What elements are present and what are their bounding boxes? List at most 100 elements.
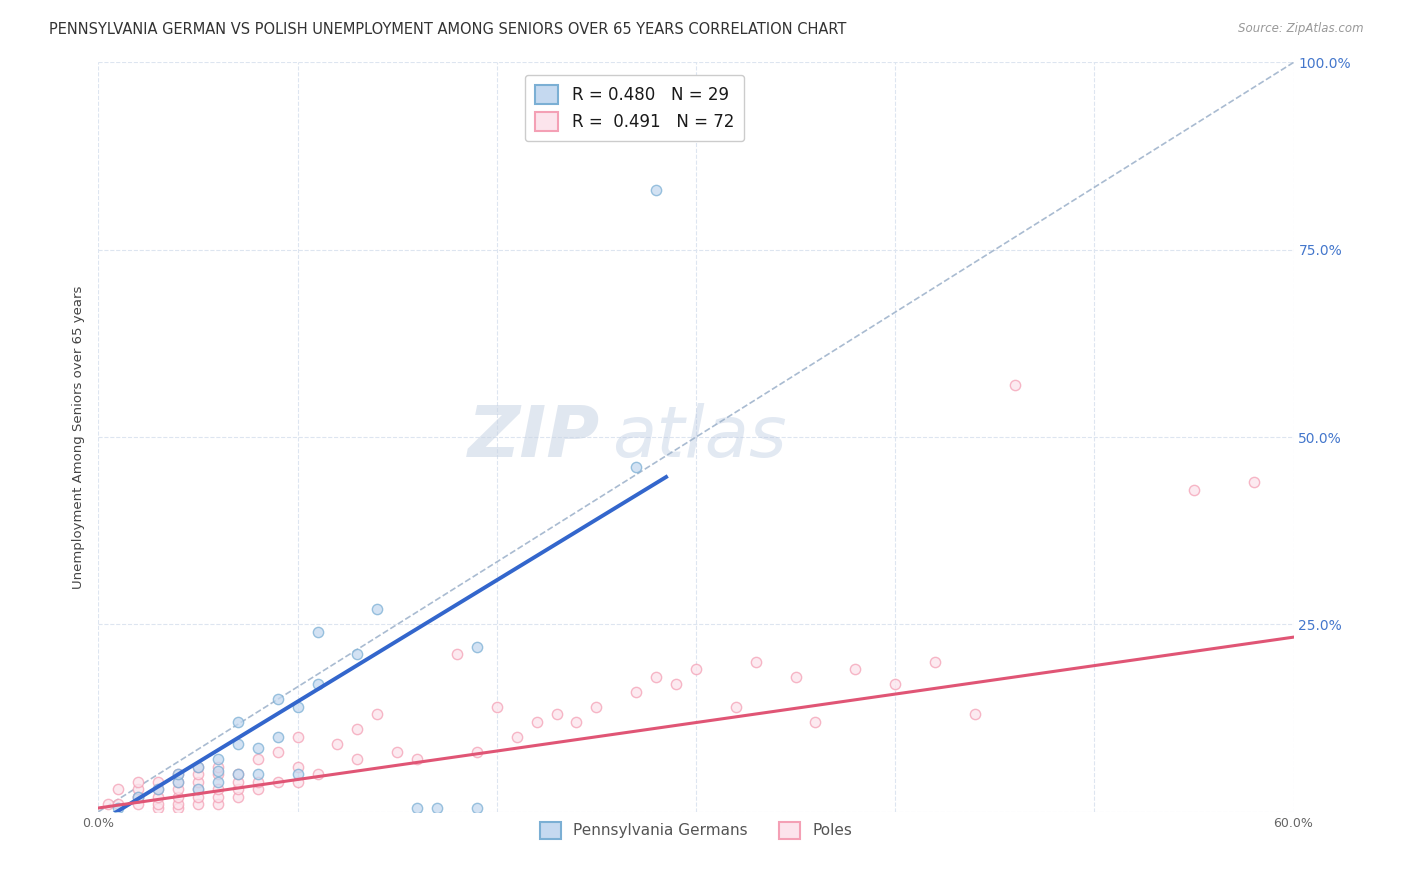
Point	[226, 782, 249, 797]
Point	[148, 782, 170, 797]
Point	[645, 183, 668, 197]
Point	[226, 767, 249, 781]
Point	[287, 774, 309, 789]
Point	[724, 699, 747, 714]
Point	[465, 745, 488, 759]
Point	[785, 670, 807, 684]
Point	[446, 648, 468, 662]
Point	[804, 714, 827, 729]
Point	[187, 774, 209, 789]
Point	[366, 602, 388, 616]
Point	[267, 730, 290, 744]
Point	[127, 789, 149, 804]
Point	[127, 789, 149, 804]
Point	[226, 737, 249, 751]
Point	[884, 677, 907, 691]
Point	[346, 723, 368, 737]
Point	[167, 801, 190, 815]
Point	[685, 662, 707, 676]
Point	[626, 685, 648, 699]
Point	[406, 801, 429, 815]
Point	[526, 714, 548, 729]
Point	[226, 774, 249, 789]
Point	[585, 699, 607, 714]
Point	[307, 767, 329, 781]
Point	[665, 677, 688, 691]
Point	[326, 737, 349, 751]
Point	[167, 774, 190, 789]
Point	[167, 782, 190, 797]
Point	[226, 789, 249, 804]
Point	[307, 677, 329, 691]
Point	[246, 741, 269, 756]
Point	[267, 774, 290, 789]
Point	[1182, 483, 1205, 497]
Legend: Pennsylvania Germans, Poles: Pennsylvania Germans, Poles	[534, 815, 858, 846]
Text: atlas: atlas	[613, 402, 787, 472]
Point	[187, 760, 209, 774]
Point	[148, 797, 170, 812]
Point	[346, 648, 368, 662]
Point	[745, 655, 768, 669]
Point	[546, 707, 568, 722]
Point	[307, 624, 329, 639]
Point	[626, 460, 648, 475]
Point	[246, 752, 269, 766]
Point	[207, 752, 229, 766]
Point	[963, 707, 986, 722]
Point	[645, 670, 668, 684]
Point	[187, 760, 209, 774]
Point	[207, 764, 229, 778]
Point	[207, 789, 229, 804]
Point	[107, 797, 129, 812]
Point	[207, 774, 229, 789]
Point	[226, 714, 249, 729]
Point	[167, 774, 190, 789]
Point	[287, 699, 309, 714]
Point	[127, 774, 149, 789]
Point	[127, 797, 149, 812]
Text: ZIP: ZIP	[468, 402, 600, 472]
Point	[346, 752, 368, 766]
Point	[107, 801, 129, 815]
Point	[207, 782, 229, 797]
Point	[207, 760, 229, 774]
Y-axis label: Unemployment Among Seniors over 65 years: Unemployment Among Seniors over 65 years	[72, 285, 86, 589]
Point	[465, 801, 488, 815]
Point	[167, 789, 190, 804]
Point	[385, 745, 409, 759]
Point	[287, 760, 309, 774]
Point	[127, 789, 149, 804]
Point	[406, 752, 429, 766]
Point	[506, 730, 529, 744]
Point	[207, 767, 229, 781]
Point	[246, 767, 269, 781]
Point	[187, 797, 209, 812]
Text: Source: ZipAtlas.com: Source: ZipAtlas.com	[1239, 22, 1364, 36]
Point	[187, 782, 209, 797]
Point	[465, 640, 488, 654]
Text: PENNSYLVANIA GERMAN VS POLISH UNEMPLOYMENT AMONG SENIORS OVER 65 YEARS CORRELATI: PENNSYLVANIA GERMAN VS POLISH UNEMPLOYME…	[49, 22, 846, 37]
Point	[187, 789, 209, 804]
Point	[187, 767, 209, 781]
Point	[246, 774, 269, 789]
Point	[1004, 377, 1026, 392]
Point	[148, 789, 170, 804]
Point	[426, 801, 449, 815]
Point	[366, 707, 388, 722]
Point	[924, 655, 946, 669]
Point	[226, 767, 249, 781]
Point	[167, 767, 190, 781]
Point	[107, 782, 129, 797]
Point	[148, 774, 170, 789]
Point	[287, 730, 309, 744]
Point	[287, 767, 309, 781]
Point	[187, 782, 209, 797]
Point	[167, 797, 190, 812]
Point	[1243, 475, 1265, 489]
Point	[207, 797, 229, 812]
Point	[148, 782, 170, 797]
Point	[267, 692, 290, 706]
Point	[97, 797, 120, 812]
Point	[167, 767, 190, 781]
